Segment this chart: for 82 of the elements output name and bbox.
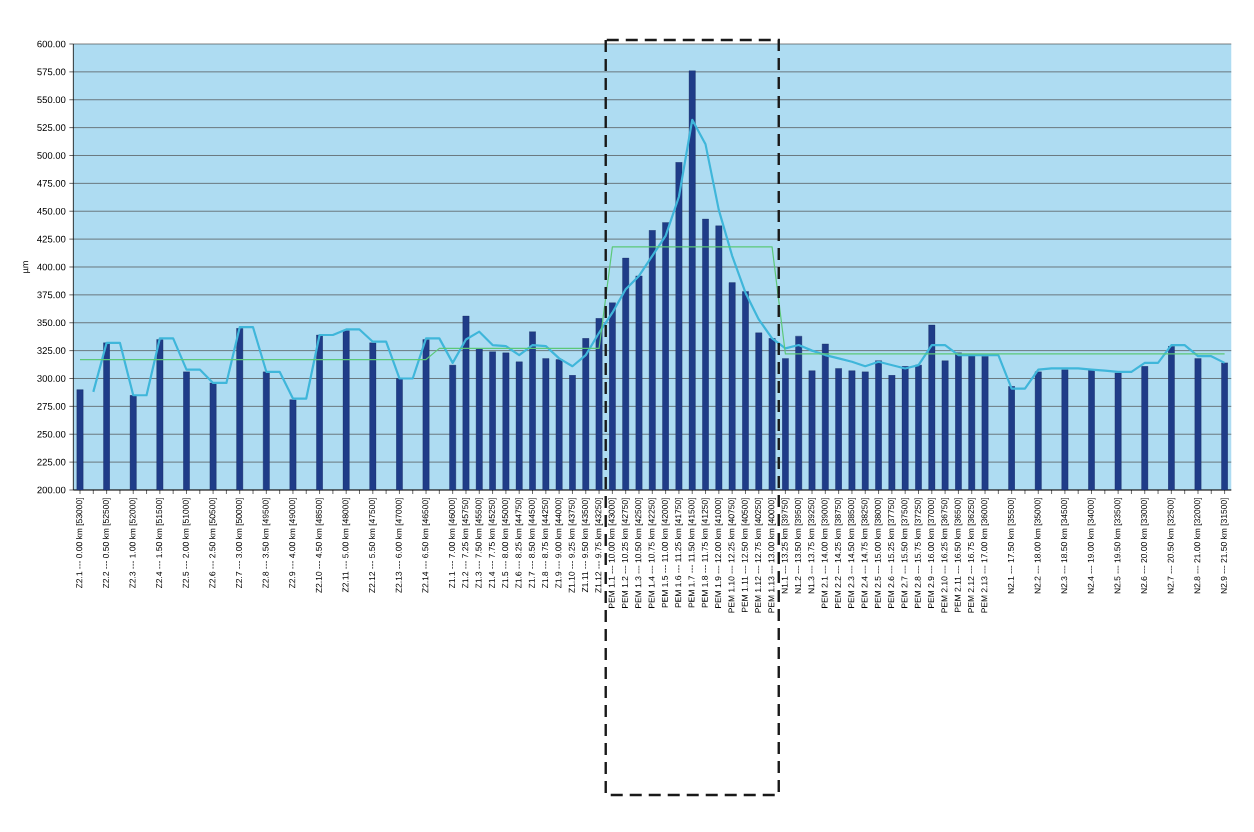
x-tick-label: PEM 2.1 --- 14.00 km [39000] xyxy=(821,498,830,608)
x-tick-label: N2.2 --- 18.00 km [35000] xyxy=(1034,498,1043,594)
y-tick-label: 425.00 xyxy=(37,235,66,243)
x-tick-label: PEM 2.7 --- 15.50 km [37500] xyxy=(901,498,910,608)
y-tick-label: 500.00 xyxy=(37,152,66,159)
y-tick-label: 275.00 xyxy=(37,403,66,410)
x-tick-label: PEM 1.10 --- 12.25 km [40750] xyxy=(728,498,737,613)
x-tick-label: Z1.9 --- 9.00 km [44000] xyxy=(555,498,564,589)
x-tick-label: PEM 1.11 --- 12.50 km [40500] xyxy=(741,498,750,612)
y-tick-label: 600.00 xyxy=(37,40,66,48)
x-tick-label: PEM 1.9 --- 12.00 km [41000] xyxy=(714,498,723,608)
x-tick-label: PEM 2.4 --- 14.75 km [38250] xyxy=(861,498,870,608)
x-tick-label: Z1.12 --- 9.75 km [43250] xyxy=(595,498,603,593)
x-tick-label: N2.4 --- 19.00 km [34000] xyxy=(1087,498,1096,594)
y-tick-label: 350.00 xyxy=(37,319,66,327)
x-tick-label: PEM 2.13 --- 17.00 km [36000] xyxy=(981,498,989,613)
y-tick-label: 225.00 xyxy=(37,458,66,466)
x-tick-label: PEM 1.12 --- 12.75 km [40250] xyxy=(754,498,763,613)
x-tick-label: PEM 1.7 --- 11.50 km [41500] xyxy=(688,498,697,608)
x-tick-label: PEM 1.3 --- 10.50 km [42500] xyxy=(635,498,643,608)
x-tick-label: Z2.5 --- 2.00 km [51000] xyxy=(182,498,191,589)
y-tick-label: 550.00 xyxy=(37,96,66,104)
x-tick-label: N1.3 --- 13.75 km [39250] xyxy=(808,498,816,594)
x-tick-label: Z1.5 --- 8.00 km [45000] xyxy=(501,498,510,589)
x-tick-label: Z2.2 --- 0.50 km [52500] xyxy=(102,498,111,589)
y-tick-label: 325.00 xyxy=(37,347,66,354)
x-tick-label: Z1.10 --- 9.25 km [43750] xyxy=(568,498,577,593)
x-tick-label: Z2.7 --- 3.00 km [50000] xyxy=(235,498,244,589)
x-tick-label: PEM 1.2 --- 10.25 km [42750] xyxy=(621,498,630,608)
x-tick-label: PEM 1.6 --- 11.25 km [41750] xyxy=(674,498,683,608)
x-tick-label: Z1.8 --- 8.75 km [44250] xyxy=(541,498,550,589)
x-tick-label: PEM 2.3 --- 14.50 km [38500] xyxy=(847,498,856,608)
x-tick-label: Z2.1 --- 0.00 km [53000] xyxy=(76,498,84,589)
x-tick-label: PEM 1.8 --- 11.75 km [41250] xyxy=(701,498,710,608)
x-tick-label: Z2.4 --- 1.50 km [51500] xyxy=(155,498,164,589)
x-tick-label: N1.1 --- 13.25 km [39750] xyxy=(781,498,790,594)
y-tick-label: 200.00 xyxy=(37,486,66,494)
x-tick-label: Z1.6 --- 8.25 km [44750] xyxy=(515,498,524,589)
x-tick-label: Z2.9 --- 4.00 km [49000] xyxy=(289,498,297,589)
y-tick-label: 525.00 xyxy=(37,124,66,131)
x-tick-label: Z1.7 --- 8.50 km [44500] xyxy=(528,498,537,589)
x-tick-label: N2.5 --- 19.50 km [33500] xyxy=(1114,498,1123,594)
x-tick-label: PEM 2.8 --- 15.75 km [37250] xyxy=(914,498,923,608)
x-tick-label: Z2.6 --- 2.50 km [50500] xyxy=(209,498,218,589)
x-tick-label: N2.6 --- 20.00 km [33000] xyxy=(1140,498,1149,594)
x-tick-label: Z2.10 --- 4.50 km [48500] xyxy=(315,498,324,593)
x-tick-label: Z1.1 --- 7.00 km [46000] xyxy=(448,498,457,589)
x-tick-label: Z1.4 --- 7.75 km [45250] xyxy=(488,498,497,589)
y-tick-label: 450.00 xyxy=(37,207,66,215)
x-tick-label: PEM 2.6 --- 15.25 km [37750] xyxy=(887,498,896,608)
y-tick-label: 300.00 xyxy=(37,375,66,382)
x-tick-label: N1.2 --- 13.50 km [39500] xyxy=(794,498,803,594)
x-tick-label: N2.7 --- 20.50 km [32500] xyxy=(1167,498,1176,594)
x-tick-label: Z1.11 --- 9.50 km [43500] xyxy=(581,498,590,593)
x-tick-label: Z2.14 --- 6.50 km [46500] xyxy=(422,498,430,593)
x-tick-label: Z1.3 --- 7.50 km [45500] xyxy=(475,498,484,589)
y-tick-label: 575.00 xyxy=(37,68,66,76)
y-tick-label: 250.00 xyxy=(37,430,66,438)
x-tick-label: N2.3 --- 18.50 km [34500] xyxy=(1060,498,1069,594)
x-tick-label: Z2.12 --- 5.50 km [47500] xyxy=(368,498,377,593)
x-tick-label: PEM 2.10 --- 16.25 km [36750] xyxy=(941,498,950,613)
x-tick-label: Z2.13 --- 6.00 km [47000] xyxy=(395,498,404,593)
x-tick-label: PEM 1.13 --- 13.00 km [40000] xyxy=(768,498,777,613)
x-tick-label: PEM 2.5 --- 15.00 km [38000] xyxy=(874,498,883,608)
x-tick-label: PEM 1.5 --- 11.00 km [42000] xyxy=(661,498,670,608)
x-tick-label: N2.1 --- 17.50 km [35500] xyxy=(1007,498,1016,594)
x-tick-label: PEM 2.2 --- 14.25 km [38750] xyxy=(834,498,843,608)
y-tick-label: 400.00 xyxy=(37,263,66,271)
y-tick-label: 475.00 xyxy=(37,180,66,187)
x-tick-label: Z2.11 --- 5.00 km [48000] xyxy=(342,498,351,593)
x-tick-label: N2.9 --- 21.50 km [31500] xyxy=(1220,498,1229,594)
y-axis-title: µm xyxy=(23,261,31,273)
x-tick-label: PEM 2.11 --- 16.50 km [36500] xyxy=(954,498,963,612)
x-tick-label: PEM 1.1 --- 10.00 km [43000] xyxy=(608,498,617,608)
x-tick-label: Z2.8 --- 3.50 km [49500] xyxy=(262,498,271,589)
x-tick-label: N2.8 --- 21.00 km [32000] xyxy=(1194,498,1202,594)
x-tick-label: Z2.3 --- 1.00 km [52000] xyxy=(129,498,138,589)
x-tick-label: PEM 1.4 --- 10.75 km [42250] xyxy=(648,498,657,608)
x-tick-label: PEM 2.12 --- 16.75 km [36250] xyxy=(967,498,976,613)
x-tick-label: PEM 2.9 --- 16.00 km [37000] xyxy=(927,498,936,608)
x-tick-label: Z1.2 --- 7.25 km [45750] xyxy=(462,498,470,589)
y-tick-label: 375.00 xyxy=(37,291,66,299)
